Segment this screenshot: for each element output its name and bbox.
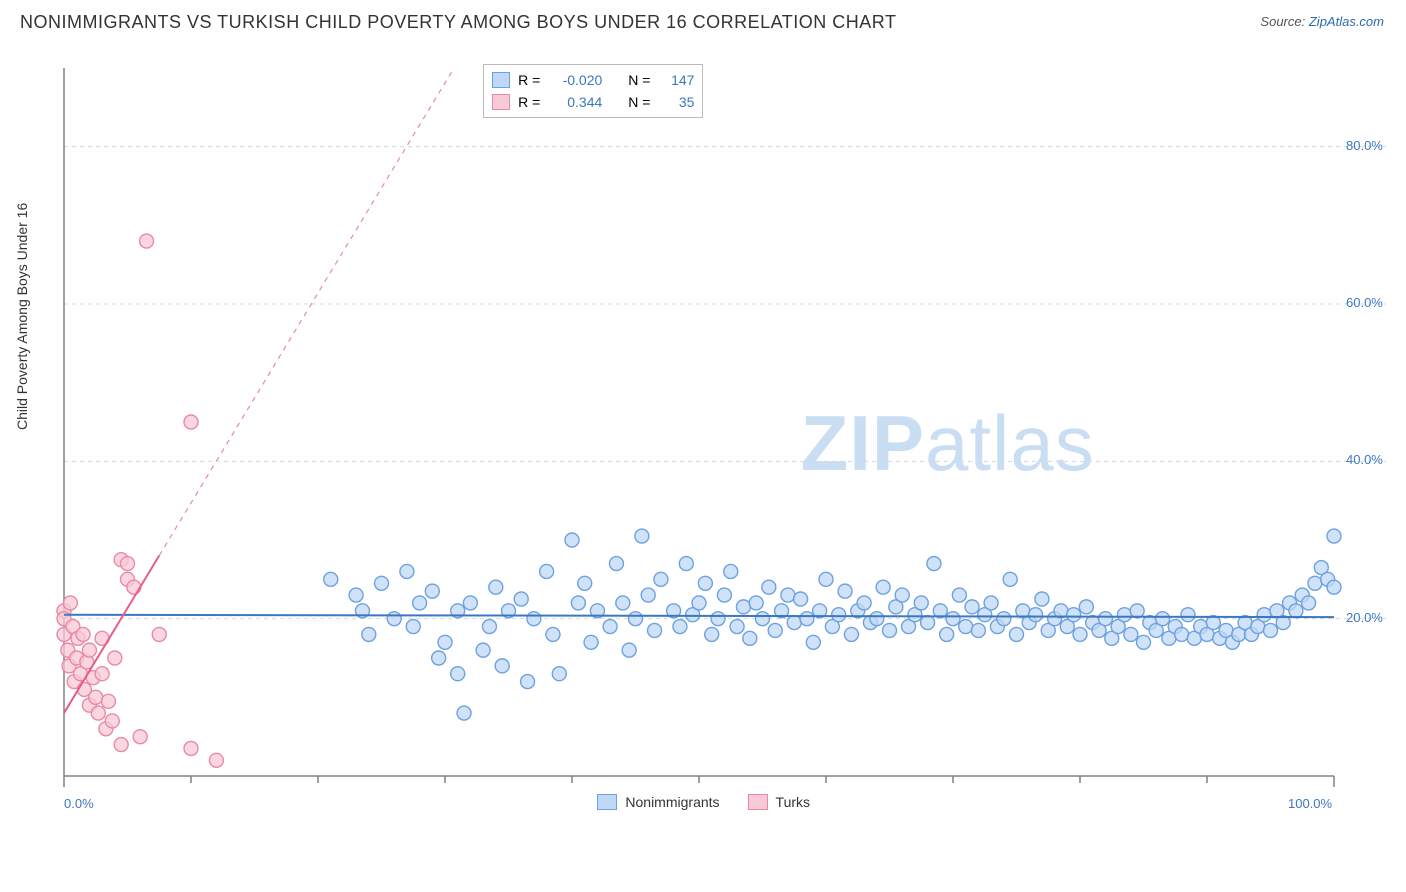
- r-label: R =: [518, 91, 540, 113]
- corr-row-nonimmigrants: R = -0.020 N = 147: [492, 69, 694, 91]
- legend-item-turks: Turks: [748, 794, 810, 810]
- r-label: R =: [518, 69, 540, 91]
- correlation-legend: R = -0.020 N = 147 R = 0.344 N = 35: [483, 64, 703, 118]
- n-label: N =: [628, 69, 650, 91]
- y-tick-label: 40.0%: [1346, 452, 1383, 467]
- chart-title: NONIMMIGRANTS VS TURKISH CHILD POVERTY A…: [20, 12, 896, 33]
- corr-row-turks: R = 0.344 N = 35: [492, 91, 694, 113]
- r-value-turks: 0.344: [548, 91, 602, 113]
- source-attribution: Source: ZipAtlas.com: [1260, 14, 1384, 29]
- n-value-nonimmigrants: 147: [658, 69, 694, 91]
- page-root: NONIMMIGRANTS VS TURKISH CHILD POVERTY A…: [0, 0, 1406, 892]
- swatch-nonimmigrants: [492, 72, 510, 88]
- y-tick-label: 60.0%: [1346, 295, 1383, 310]
- legend-label-turks: Turks: [776, 794, 810, 810]
- series-legend: Nonimmigrants Turks: [597, 794, 810, 810]
- x-tick-label: 100.0%: [1288, 796, 1332, 811]
- y-axis-label: Child Poverty Among Boys Under 16: [14, 203, 30, 430]
- legend-item-nonimmigrants: Nonimmigrants: [597, 794, 719, 810]
- source-label: Source:: [1260, 14, 1305, 29]
- swatch-turks: [492, 94, 510, 110]
- plot-area: ZIPatlas R =-0.020N =147R =0.344N =35: [50, 58, 1386, 798]
- n-label: N =: [628, 91, 650, 113]
- legend-label-nonimmigrants: Nonimmigrants: [625, 794, 719, 810]
- y-tick-label: 80.0%: [1346, 138, 1383, 153]
- chart-svg: [50, 58, 1386, 798]
- swatch-turks: [748, 794, 768, 810]
- n-value-turks: 35: [658, 91, 694, 113]
- x-tick-label: 0.0%: [64, 796, 94, 811]
- source-link[interactable]: ZipAtlas.com: [1309, 14, 1384, 29]
- y-tick-label: 20.0%: [1346, 610, 1383, 625]
- swatch-nonimmigrants: [597, 794, 617, 810]
- r-value-nonimmigrants: -0.020: [548, 69, 602, 91]
